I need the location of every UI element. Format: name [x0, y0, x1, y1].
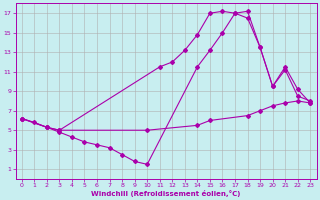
X-axis label: Windchill (Refroidissement éolien,°C): Windchill (Refroidissement éolien,°C) — [91, 190, 241, 197]
